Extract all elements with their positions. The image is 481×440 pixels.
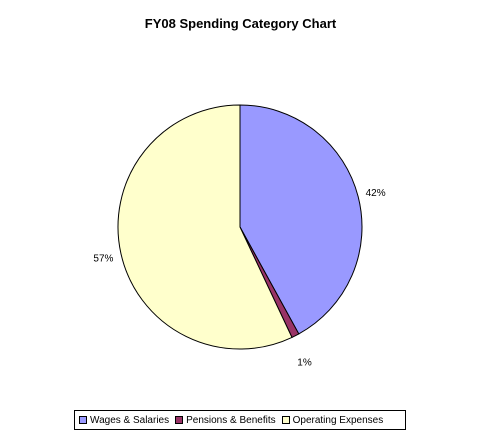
chart-title: FY08 Spending Category Chart [144,16,337,31]
pie-slice-operating-expenses [117,104,293,350]
pie-slice-wages-salaries [239,104,363,335]
legend-label: Wages & Salaries [90,414,170,426]
legend-item: Wages & Salaries [79,415,169,426]
legend-item: Operating Expenses [281,414,384,426]
legend-item: Pensions & Benefits [175,415,276,426]
chart-legend: Wages & Salaries Pensions & Benefits Opera… [74,410,406,430]
legend-swatch [79,416,87,424]
legend-swatch [175,416,184,424]
pie-data-label: 57% [93,254,113,265]
pie-data-label: 1% [297,358,312,369]
legend-label: Pensions & Benefits [186,414,276,426]
pie-data-label: 42% [366,188,386,199]
legend-label: Operating Expenses [292,414,384,426]
legend-swatch [281,416,290,424]
